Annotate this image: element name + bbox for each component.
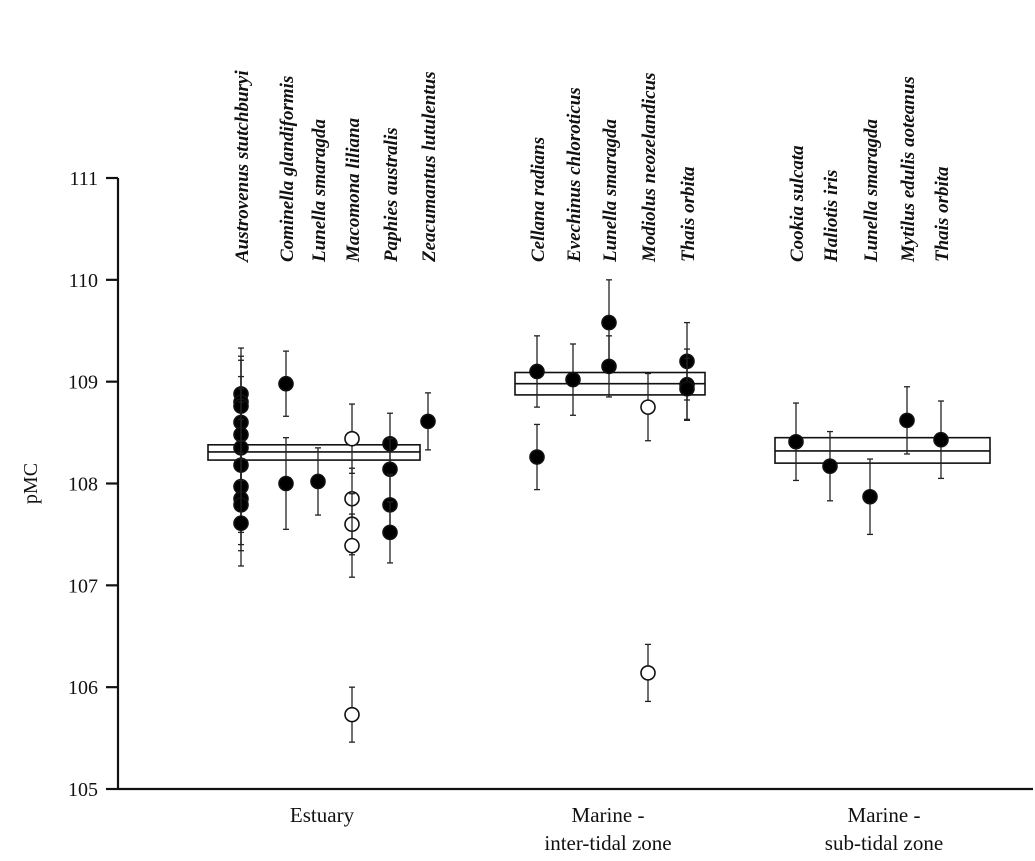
labels: Estuary Austrovenus stutchburyi Cominella … [232, 70, 953, 855]
data-point-open [640, 399, 656, 415]
data-point-open [344, 430, 360, 447]
y-axis-label: pMC [20, 463, 42, 504]
data-point-filled [382, 524, 398, 541]
species-label: Austrovenus stutchburyi [232, 70, 253, 263]
data-point-filled [601, 314, 617, 331]
data-point-filled [565, 371, 581, 388]
data-point-filled [822, 458, 838, 474]
species-label: Cellana radians [528, 137, 549, 262]
data-point-filled [601, 358, 617, 375]
group-label: inter-tidal zone [544, 831, 671, 855]
species-label: Zeacumantus lutulentus [419, 71, 440, 263]
group-label: Marine - [848, 803, 921, 827]
data-point-open [344, 537, 360, 554]
data-point-filled [679, 380, 695, 397]
group-label: sub-tidal zone [825, 831, 943, 855]
data-point-filled [278, 375, 294, 392]
data-point-filled [310, 473, 326, 490]
species-label: Haliotis iris [821, 170, 842, 263]
species-label: Lunella smaragda [861, 118, 882, 263]
species-label: Evechinus chloroticus [564, 87, 585, 263]
y-tick-label: 109 [68, 372, 98, 394]
data-point-filled [899, 412, 915, 429]
data-points [233, 279, 949, 743]
y-tick-label: 108 [68, 474, 98, 496]
species-label: Paphies australis [381, 127, 402, 263]
data-point-open [344, 706, 360, 723]
data-point-filled [529, 363, 545, 380]
group-label: Marine - [572, 803, 645, 827]
data-point-filled [788, 433, 804, 450]
data-point-filled [933, 431, 949, 448]
data-point-open [640, 665, 656, 681]
group-label: Estuary [290, 803, 355, 827]
species-label: Modiolus neozelandicus [639, 72, 660, 263]
data-point-filled [529, 449, 545, 465]
species-label: Mytilus edulis aoteanus [898, 76, 919, 263]
mean-bands [207, 371, 991, 464]
data-point-filled [862, 488, 878, 505]
y-tick-label: 106 [68, 677, 98, 699]
species-label: Thais orbita [932, 166, 953, 262]
axes: 105 106 107 108 109 110 111 pMC [20, 168, 1033, 801]
species-label: Thais orbita [678, 166, 699, 262]
species-label: Lunella smaragda [600, 118, 621, 263]
species-label: Lunella smaragda [309, 118, 330, 263]
species-label: Macomona liliana [343, 117, 364, 263]
data-point-filled [233, 515, 249, 532]
data-point-filled [420, 413, 436, 430]
y-tick-label: 107 [68, 575, 98, 597]
y-tick-label: 105 [68, 779, 98, 801]
species-label: Cominella glandiformis [277, 76, 298, 262]
data-point-filled [278, 475, 294, 492]
y-tick-label: 111 [69, 168, 98, 190]
species-label: Cookia sulcata [787, 145, 808, 262]
y-tick-label: 110 [69, 270, 98, 292]
